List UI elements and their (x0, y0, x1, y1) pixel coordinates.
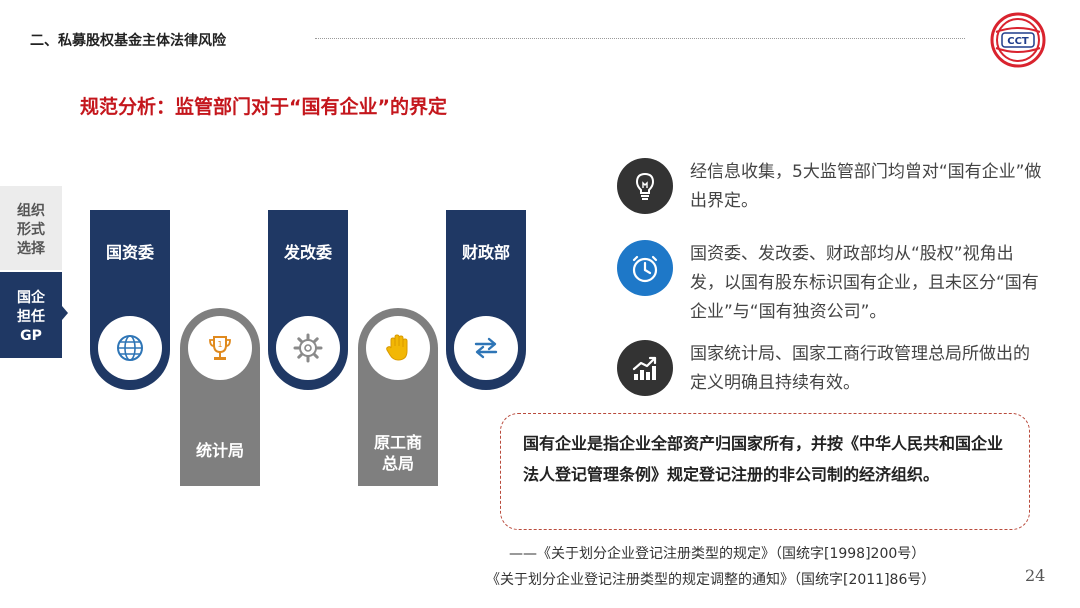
side-tab-line: 担任 (17, 309, 45, 325)
pillar-ndrc: 发改委 (268, 210, 348, 390)
pillar-label: 财政部 (461, 243, 510, 262)
side-tab-line: 形式 (17, 222, 45, 238)
hand-icon (386, 334, 408, 361)
growth-chart-icon (632, 356, 657, 380)
citation: 《关于划分企业登记注册类型的规定调整的通知》（国统字[2011]86号） (486, 572, 936, 588)
logo-text: CCT (1007, 36, 1029, 47)
pillar-label: 原工商 总局 (358, 432, 438, 474)
info-text: 国家统计局、国家工商行政管理总局所做出的定义明确且持续有效。 (690, 344, 1030, 393)
info-icon-circle (617, 240, 673, 296)
side-tab-organization-form[interactable]: 组织 形式 选择 (0, 186, 62, 270)
pillar-icon-circle (98, 316, 162, 380)
info-icon-circle (617, 158, 673, 214)
page-number: 24 (1025, 566, 1046, 585)
side-tab-line: 组织 (17, 203, 45, 219)
pillar-label-line: 原工商 (373, 433, 422, 452)
info-text: 国资委、发改委、财政部均从“股权”视角出发，以国有股东标识国有企业，且未区分“国… (690, 244, 1039, 322)
definition-text: 国有企业是指企业全部资产归国家所有，并按《中华人民共和国企业法人登记管理条例》规… (523, 434, 1004, 484)
pillar-icon-circle: 1 (188, 316, 252, 380)
pillar-saic: 原工商 总局 (358, 308, 438, 486)
citation: ——《关于划分企业登记注册类型的规定》（国统字[1998]200号） (509, 546, 926, 562)
side-tab-line: 国企 (17, 290, 45, 306)
svg-text:1: 1 (217, 340, 222, 349)
definition-box: 国有企业是指企业全部资产归国家所有，并按《中华人民共和国企业法人登记管理条例》规… (500, 413, 1030, 530)
pillar-sasac: 国资委 (90, 210, 170, 390)
pillar-icon-circle (454, 316, 518, 380)
stopwatch-icon (632, 255, 658, 283)
info-text: 经信息收集，5大监管部门均曾对“国有企业”做出界定。 (690, 162, 1042, 211)
pillar-label: 国资委 (105, 243, 154, 262)
cct-logo: CCT (990, 12, 1046, 68)
active-tab-pointer (62, 306, 68, 320)
lightbulb-icon (635, 172, 655, 200)
page-title: 规范分析：监管部门对于“国有企业”的界定 (80, 96, 447, 118)
pillar-icon-circle (276, 316, 340, 380)
globe-icon (117, 335, 143, 361)
info-icon-circle (617, 340, 673, 396)
pillar-statistics-bureau: 1 统计局 (180, 308, 260, 486)
gear-icon (293, 333, 323, 363)
pillar-icon-circle (366, 316, 430, 380)
pillar-label-line: 总局 (381, 454, 414, 473)
header-divider (315, 38, 965, 39)
section-title: 二、私募股权基金主体法律风险 (30, 33, 226, 49)
pillar-ministry-of-finance: 财政部 (446, 210, 526, 390)
exchange-arrows-icon (474, 337, 498, 359)
pillar-label: 统计局 (195, 441, 244, 460)
side-tab-soe-gp[interactable]: 国企 担任 GP (0, 272, 62, 358)
pillar-label: 发改委 (283, 243, 332, 262)
trophy-icon: 1 (209, 336, 231, 360)
side-tab-line: 选择 (17, 241, 45, 257)
side-tab-line: GP (20, 328, 42, 344)
